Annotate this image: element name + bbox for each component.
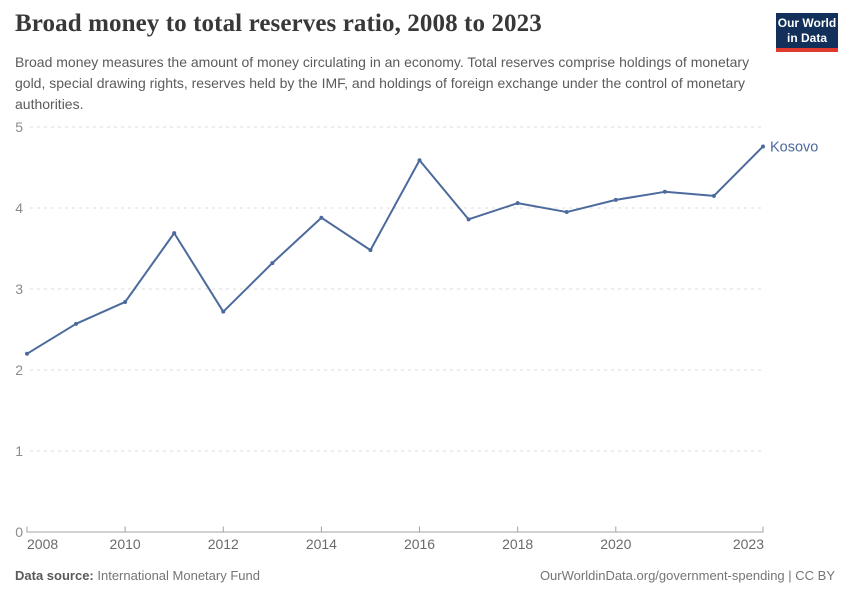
data-point-2008[interactable] bbox=[25, 351, 29, 356]
x-tick-label-2008: 2008 bbox=[27, 536, 58, 552]
data-source-value: International Monetary Fund bbox=[97, 568, 260, 583]
data-point-2023[interactable] bbox=[761, 144, 765, 149]
series-end-label[interactable]: Kosovo bbox=[770, 139, 818, 155]
y-tick-label-3: 3 bbox=[15, 281, 23, 297]
x-tick-label-2014: 2014 bbox=[306, 536, 337, 552]
data-point-2014[interactable] bbox=[319, 215, 324, 220]
data-line-kosovo[interactable] bbox=[26, 145, 764, 355]
data-source: Data source: International Monetary Fund bbox=[15, 568, 260, 583]
data-point-2018[interactable] bbox=[515, 201, 520, 206]
owid-logo-line1: Our World bbox=[777, 16, 837, 30]
x-tick-label-2023: 2023 bbox=[733, 536, 764, 552]
data-point-2012[interactable] bbox=[221, 309, 226, 314]
chart-footer: Data source: International Monetary Fund… bbox=[15, 568, 835, 583]
data-point-2020[interactable] bbox=[613, 197, 618, 202]
y-tick-label-5: 5 bbox=[15, 119, 23, 135]
data-point-2021[interactable] bbox=[662, 189, 667, 194]
data-point-2022[interactable] bbox=[711, 193, 716, 198]
data-point-2016[interactable] bbox=[417, 158, 422, 163]
data-point-2019[interactable] bbox=[564, 210, 569, 215]
y-tick-label-4: 4 bbox=[15, 200, 23, 216]
x-tick-label-2016: 2016 bbox=[404, 536, 435, 552]
y-tick-label-2: 2 bbox=[15, 362, 23, 378]
data-point-2009[interactable] bbox=[74, 321, 79, 326]
x-tick-label-2018: 2018 bbox=[502, 536, 533, 552]
data-point-2017[interactable] bbox=[466, 217, 471, 222]
owid-logo-line2: in Data bbox=[786, 31, 827, 45]
credit-link[interactable]: OurWorldinData.org/government-spending |… bbox=[539, 568, 835, 583]
data-point-2013[interactable] bbox=[270, 261, 275, 266]
page-title: Broad money to total reserves ratio, 200… bbox=[15, 10, 542, 37]
y-tick-label-1: 1 bbox=[15, 443, 23, 459]
data-point-2011[interactable] bbox=[172, 231, 177, 236]
y-tick-label-0: 0 bbox=[15, 524, 23, 540]
data-source-label: Data source: bbox=[15, 568, 94, 583]
owid-logo[interactable]: Our World in Data bbox=[776, 13, 838, 52]
data-point-2010[interactable] bbox=[123, 299, 128, 304]
x-tick-label-2010: 2010 bbox=[110, 536, 141, 552]
chart-subtitle: Broad money measures the amount of money… bbox=[15, 54, 750, 112]
x-tick-label-2020: 2020 bbox=[600, 536, 631, 552]
data-point-2015[interactable] bbox=[368, 248, 373, 253]
x-tick-label-2012: 2012 bbox=[208, 536, 239, 552]
